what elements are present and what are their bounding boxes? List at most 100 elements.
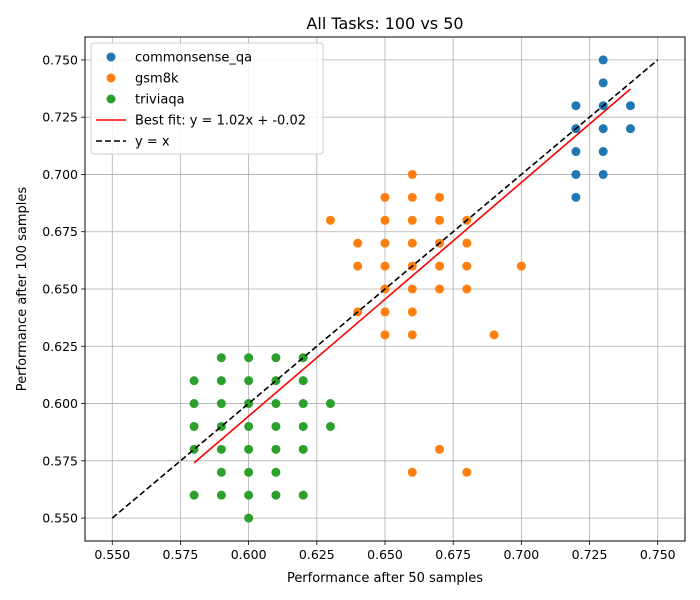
scatter-point: [571, 101, 581, 111]
scatter-point: [489, 330, 499, 340]
x-tick-label: 0.725: [572, 547, 608, 562]
legend-marker: [106, 73, 116, 83]
legend: commonsense_qa gsm8k triviaqa Best fit: y =…: [90, 42, 324, 155]
y-tick-label: 0.675: [42, 224, 78, 239]
x-tick-label: 0.600: [231, 547, 267, 562]
y-tick-label: 0.600: [42, 396, 78, 411]
scatter-point: [271, 353, 281, 363]
scatter-point: [407, 330, 417, 340]
series-commonsense_qa: [571, 55, 635, 202]
best-fit-line: [193, 88, 631, 464]
scatter-point: [407, 467, 417, 477]
legend-label: commonsense_qa: [135, 51, 252, 66]
scatter-point: [516, 261, 526, 271]
scatter-point: [298, 490, 308, 500]
scatter-point: [462, 284, 472, 294]
y-tick-label: 0.550: [42, 511, 78, 526]
scatter-point: [325, 421, 335, 431]
scatter-point: [216, 376, 226, 386]
scatter-point: [298, 444, 308, 454]
scatter-point: [271, 399, 281, 409]
scatter-point: [380, 192, 390, 202]
x-tick-label: 0.675: [435, 547, 471, 562]
scatter-point: [598, 147, 608, 157]
legend-label: gsm8k: [135, 72, 179, 87]
scatter-point: [353, 238, 363, 248]
y-axis-ticks: 0.550 0.575 0.600 0.625 0.650 0.675 0.700 0.725…: [42, 52, 85, 526]
legend-box: [90, 42, 324, 155]
scatter-point: [189, 376, 199, 386]
scatter-point: [462, 261, 472, 271]
scatter-point: [271, 444, 281, 454]
scatter-point: [380, 261, 390, 271]
scatter-point: [598, 169, 608, 179]
scatter-point: [244, 490, 254, 500]
scatter-point: [435, 261, 445, 271]
x-tick-label: 0.575: [163, 547, 199, 562]
scatter-point: [271, 421, 281, 431]
scatter-point: [407, 238, 417, 248]
scatter-point: [462, 238, 472, 248]
scatter-point: [325, 215, 335, 225]
scatter-point: [407, 284, 417, 294]
scatter-point: [571, 169, 581, 179]
scatter-point: [571, 147, 581, 157]
scatter-point: [435, 215, 445, 225]
legend-label: y = x: [135, 135, 170, 150]
x-tick-label: 0.700: [503, 547, 539, 562]
scatter-point: [435, 192, 445, 202]
scatter-point: [407, 169, 417, 179]
y-tick-label: 0.725: [42, 110, 78, 125]
scatter-point: [216, 444, 226, 454]
scatter-point: [380, 215, 390, 225]
y-tick-label: 0.650: [42, 282, 78, 297]
scatter-point: [462, 467, 472, 477]
y-tick-label: 0.575: [42, 453, 78, 468]
scatter-point: [216, 467, 226, 477]
scatter-point: [598, 55, 608, 65]
y-tick-label: 0.750: [42, 52, 78, 67]
scatter-point: [189, 399, 199, 409]
scatter-point: [407, 215, 417, 225]
x-tick-label: 0.650: [367, 547, 403, 562]
scatter-point: [598, 78, 608, 88]
scatter-point: [298, 376, 308, 386]
legend-marker: [106, 52, 116, 62]
y-tick-label: 0.625: [42, 339, 78, 354]
scatter-point: [244, 467, 254, 477]
data-points: [189, 55, 635, 523]
scatter-point: [298, 399, 308, 409]
scatter-point: [435, 284, 445, 294]
scatter-point: [325, 399, 335, 409]
y-tick-label: 0.700: [42, 167, 78, 182]
scatter-point: [407, 307, 417, 317]
x-axis-label: Performance after 50 samples: [287, 571, 483, 586]
scatter-point: [216, 353, 226, 363]
x-axis-ticks: 0.550 0.575 0.600 0.625 0.650 0.675 0.700 0.725…: [94, 541, 676, 562]
scatter-point: [380, 330, 390, 340]
scatter-point: [407, 192, 417, 202]
scatter-point: [435, 444, 445, 454]
scatter-point: [625, 124, 635, 134]
x-tick-label: 0.550: [94, 547, 130, 562]
scatter-point: [353, 261, 363, 271]
scatter-point: [625, 101, 635, 111]
grid-lines: [85, 37, 685, 541]
scatter-point: [189, 490, 199, 500]
scatter-point: [380, 238, 390, 248]
scatter-point: [244, 353, 254, 363]
scatter-point: [244, 421, 254, 431]
identity-line: [111, 59, 659, 519]
scatter-point: [271, 490, 281, 500]
reference-lines: [111, 59, 659, 519]
legend-label: triviaqa: [135, 93, 185, 108]
scatter-point: [244, 444, 254, 454]
scatter-point: [598, 124, 608, 134]
series-triviaqa: [189, 353, 335, 523]
scatter-point: [216, 399, 226, 409]
scatter-point: [244, 513, 254, 523]
scatter-point: [189, 421, 199, 431]
legend-marker: [106, 94, 116, 104]
scatter-point: [244, 376, 254, 386]
